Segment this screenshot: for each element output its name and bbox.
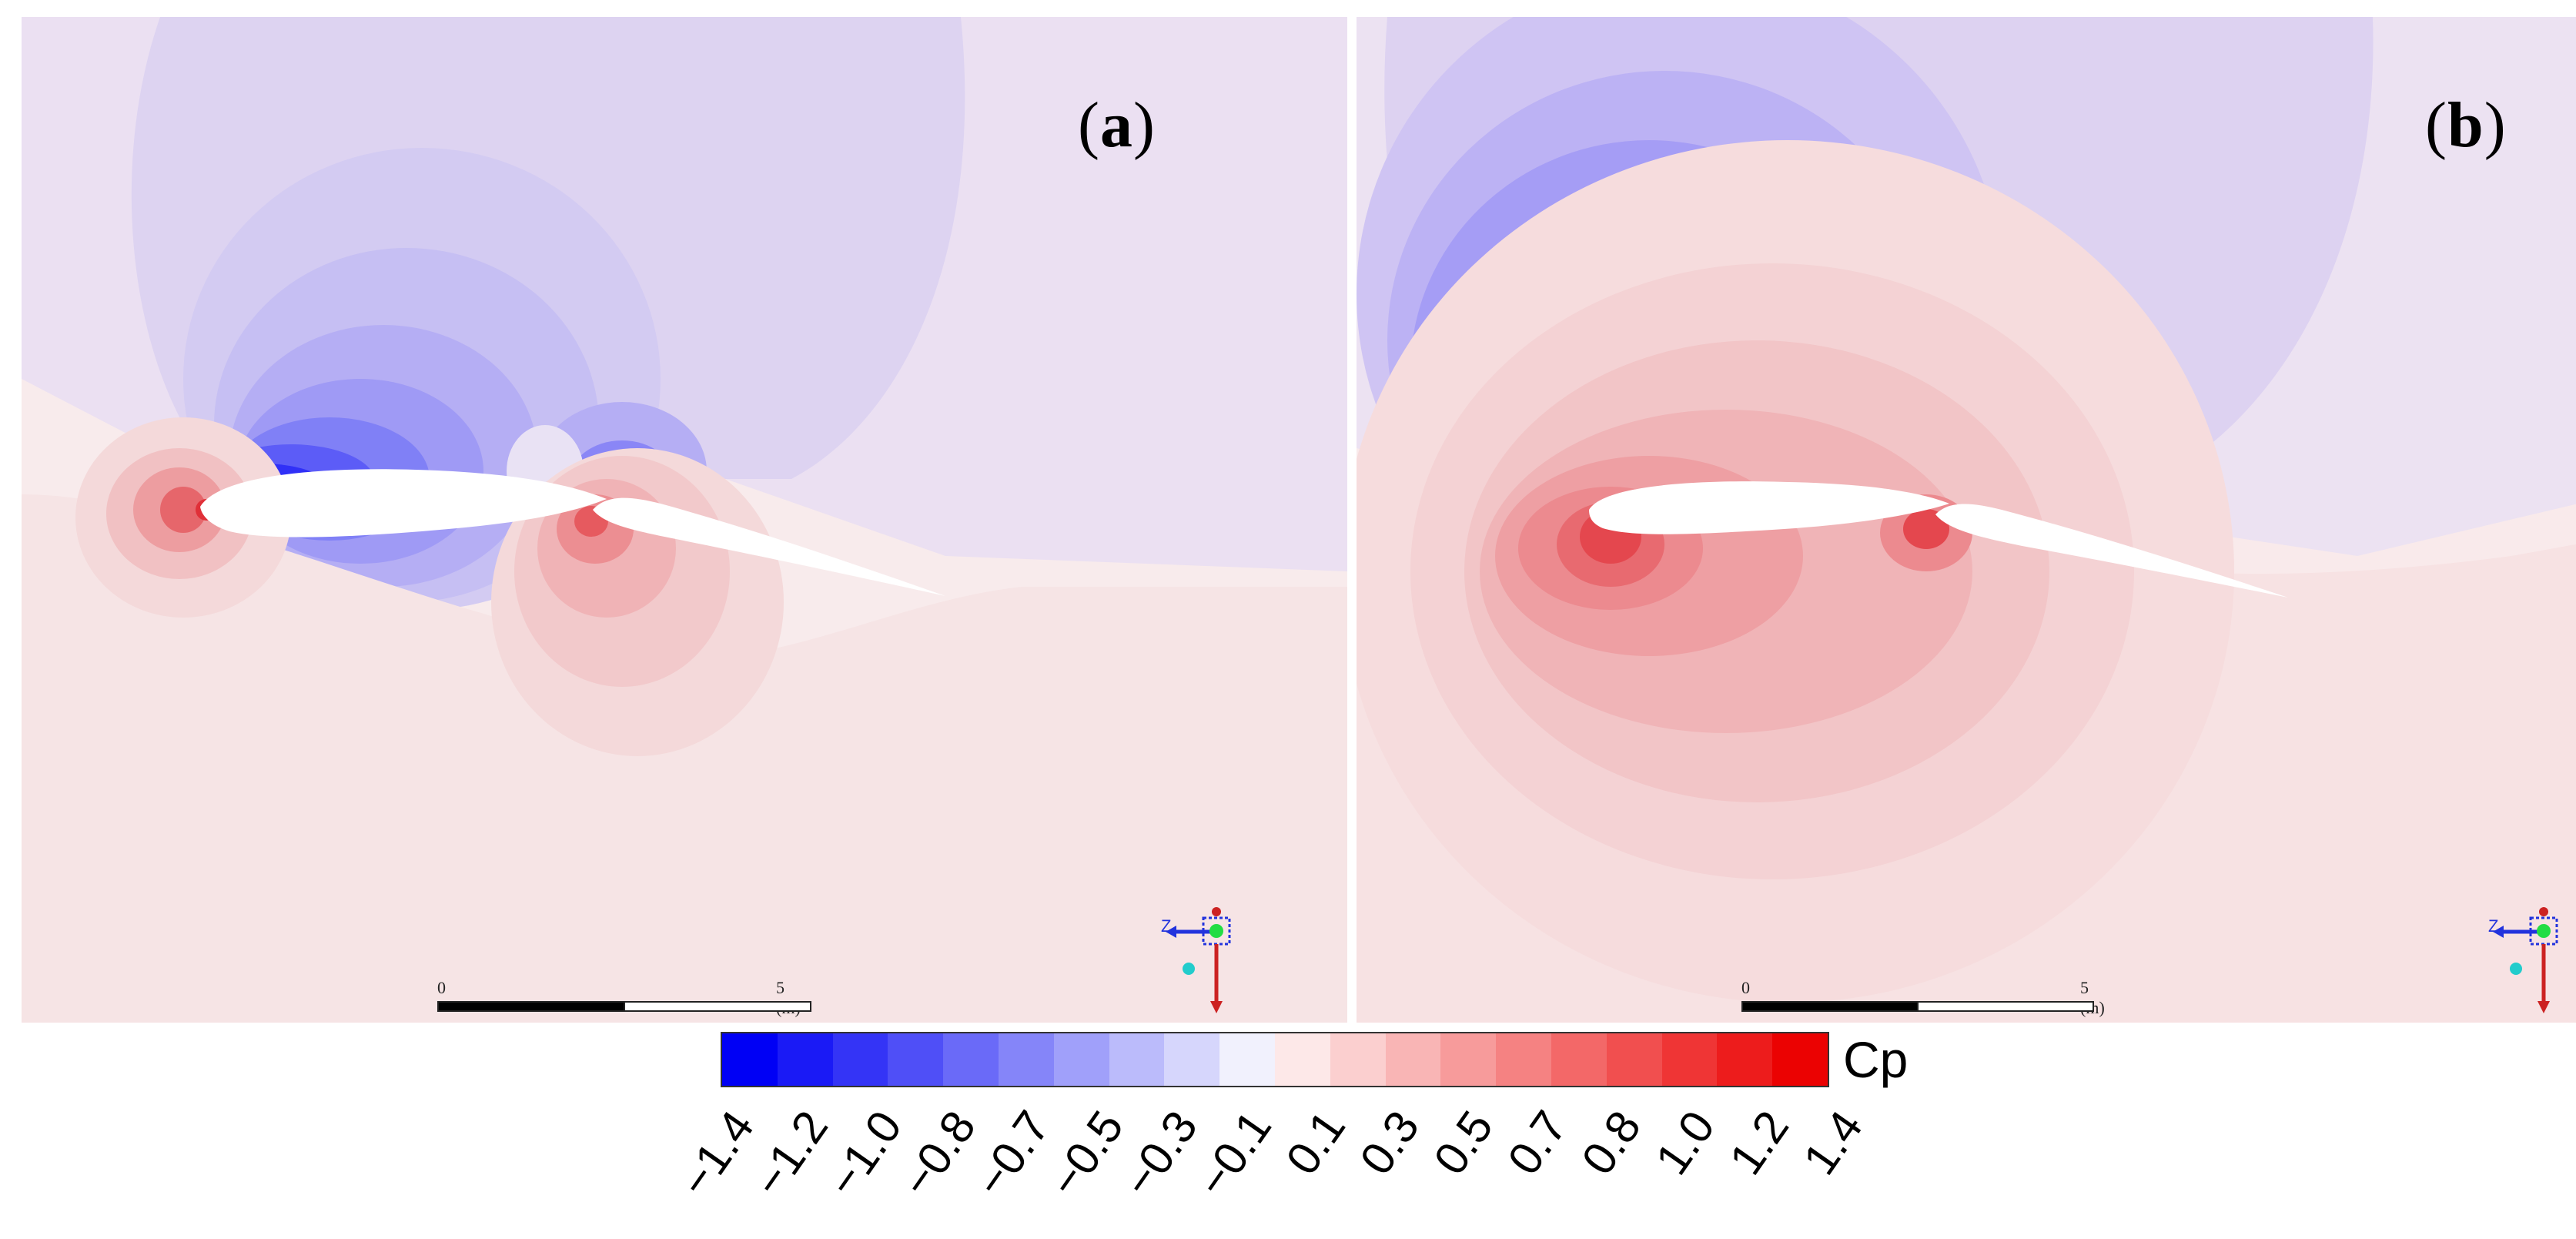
scale-start-label: 0 <box>437 978 446 997</box>
colorbar-swatch <box>1661 1033 1718 1086</box>
colorbar-swatch <box>832 1033 888 1086</box>
scale-end-label: 5 (m) <box>776 978 801 1017</box>
axis-triad-a: Z <box>1161 901 1253 1016</box>
colorbar-tick-label: 0.3 <box>1349 1101 1429 1184</box>
colorbar-tick-label: 0.8 <box>1571 1101 1651 1184</box>
colorbar-swatch <box>943 1033 999 1086</box>
axis-triad-b: Z <box>2488 901 2576 1016</box>
colorbar-swatch <box>1274 1033 1330 1086</box>
main-airfoil-a <box>200 469 607 537</box>
colorbar-tick-label: −1.4 <box>668 1101 764 1207</box>
colorbar-swatch <box>1496 1033 1551 1086</box>
pressure-contour-b <box>1357 17 2576 1023</box>
colorbar-tick-label: −1.2 <box>742 1101 838 1207</box>
scale-bar-white <box>624 1001 811 1012</box>
pressure-contour-a <box>22 17 1347 1023</box>
colorbar-swatch <box>1385 1033 1441 1086</box>
scale-start-label: 0 <box>1741 978 1750 997</box>
colorbar-swatch <box>1717 1033 1773 1086</box>
colorbar-swatch <box>777 1033 833 1086</box>
colorbar-tick-label: 0.1 <box>1275 1101 1355 1184</box>
colorbar-swatch <box>1606 1033 1662 1086</box>
colorbar-swatch <box>1772 1033 1828 1086</box>
flap-airfoil-a <box>593 497 945 596</box>
z-axis-label: Z <box>2488 916 2499 936</box>
colorbar-swatch <box>888 1033 944 1086</box>
colorbar-tick-label: 0.5 <box>1423 1101 1503 1184</box>
scale-bar-white <box>1917 1001 2094 1012</box>
colorbar-swatch <box>1053 1033 1109 1086</box>
contour-panel-b: (b) 0 5 (m) Z <box>1357 17 2576 1023</box>
scale-bar-black <box>1741 1001 1919 1012</box>
scale-bar-black <box>437 1001 625 1012</box>
scale-end-label: 5 (m) <box>2080 978 2105 1017</box>
colorbar-tick-label: −1.0 <box>816 1101 912 1207</box>
main-airfoil-b <box>1589 481 1949 534</box>
colorbar-swatch <box>1551 1033 1607 1086</box>
cp-colorbar <box>721 1032 1829 1087</box>
colorbar-tick-label: −0.3 <box>1112 1101 1207 1207</box>
colorbar-tick-label: 1.4 <box>1792 1101 1872 1184</box>
panel-label-a: (a) <box>1078 89 1156 161</box>
contour-panel-a: (a) 0 5 (m) Z <box>22 17 1347 1023</box>
panel-label-b: (b) <box>2425 89 2507 161</box>
colorbar-title: Cp <box>1843 1031 1909 1088</box>
colorbar-swatch <box>1109 1033 1165 1086</box>
colorbar-tick-label: −0.8 <box>890 1101 985 1207</box>
colorbar-swatch <box>1330 1033 1386 1086</box>
panel-divider <box>1347 17 1357 1023</box>
colorbar-swatch <box>998 1033 1054 1086</box>
colorbar-tick-label: 1.0 <box>1644 1101 1725 1184</box>
flap-airfoil-b <box>1935 504 2288 598</box>
colorbar-swatch <box>1164 1033 1220 1086</box>
colorbar-tick-label: 0.7 <box>1497 1101 1577 1184</box>
z-axis-label: Z <box>1161 916 1172 936</box>
colorbar-tick-label: 1.2 <box>1718 1101 1798 1184</box>
colorbar-tick-label: −0.1 <box>1186 1101 1281 1207</box>
colorbar-tick-label: −0.7 <box>964 1101 1059 1207</box>
colorbar-swatch <box>1219 1033 1275 1086</box>
colorbar-tick-label: −0.5 <box>1038 1101 1133 1207</box>
colorbar-swatch <box>722 1033 778 1086</box>
colorbar-swatch <box>1440 1033 1497 1086</box>
